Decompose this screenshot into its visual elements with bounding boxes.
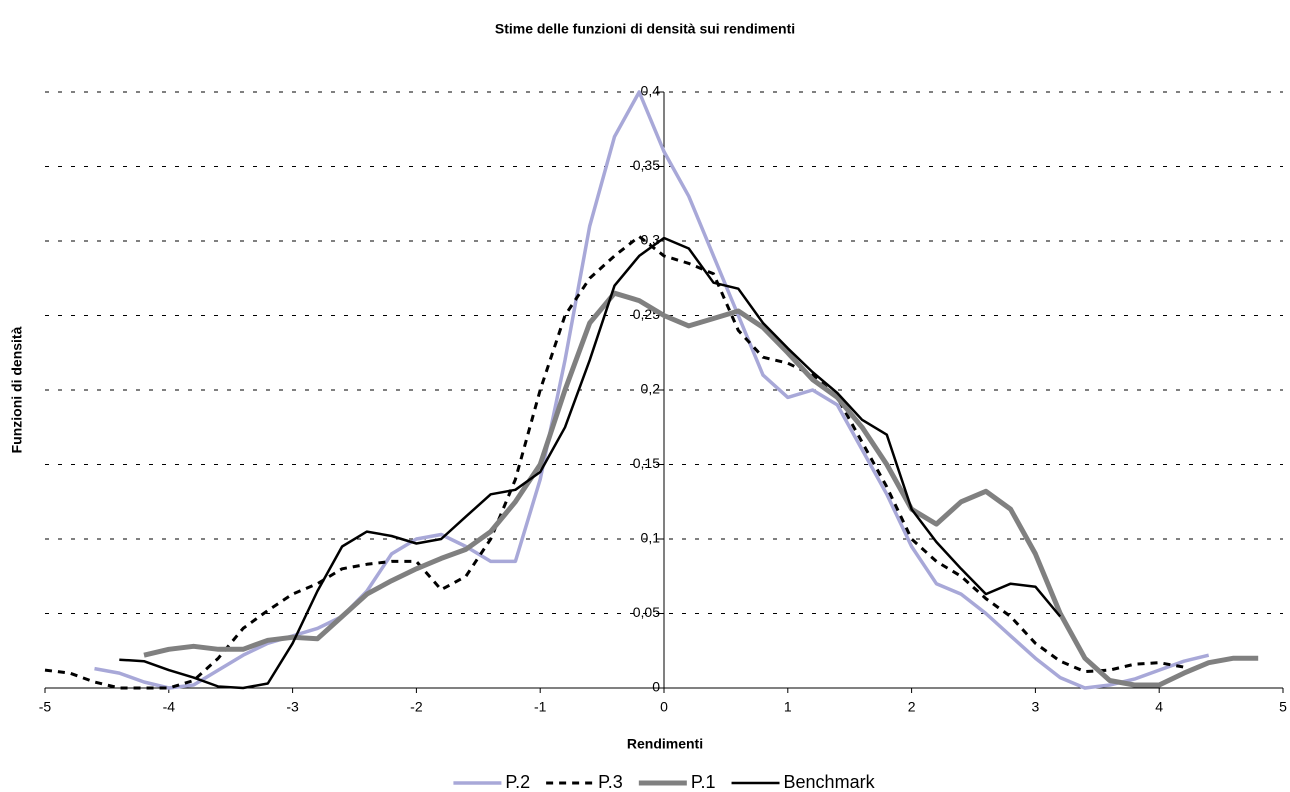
y-tick-label: 0,35 (633, 157, 660, 173)
x-tick-label: -2 (410, 699, 423, 715)
legend-label: Benchmark (784, 772, 876, 792)
x-tick-label: 5 (1279, 699, 1287, 715)
x-tick-label: 1 (784, 699, 792, 715)
x-tick-label: 3 (1032, 699, 1040, 715)
y-tick-label: 0 (652, 679, 660, 695)
x-tick-label: 0 (660, 699, 668, 715)
series-line (44, 235, 1185, 690)
x-tick-label: -3 (286, 699, 299, 715)
y-tick-label: 0,4 (641, 83, 661, 99)
x-tick-label: -4 (163, 699, 176, 715)
y-axis-label: Funzioni di densità (9, 326, 25, 453)
x-tick-label: 2 (908, 699, 916, 715)
x-tick-label: -5 (39, 699, 52, 715)
legend-label: P.3 (598, 772, 623, 792)
x-axis-label: Rendimenti (627, 736, 703, 752)
y-tick-label: 0,15 (633, 455, 660, 471)
chart-title: Stime delle funzioni di densità sui rend… (495, 21, 795, 37)
y-tick-label: 0,05 (633, 604, 660, 620)
x-tick-label: 4 (1155, 699, 1163, 715)
series-line (119, 236, 1062, 690)
series-line (143, 290, 1259, 688)
legend-label: P.2 (505, 772, 530, 792)
x-tick-label: -1 (534, 699, 547, 715)
y-tick-label: 0,1 (641, 530, 661, 546)
y-tick-label: 0,2 (641, 381, 661, 397)
legend-label: P.1 (691, 772, 716, 792)
